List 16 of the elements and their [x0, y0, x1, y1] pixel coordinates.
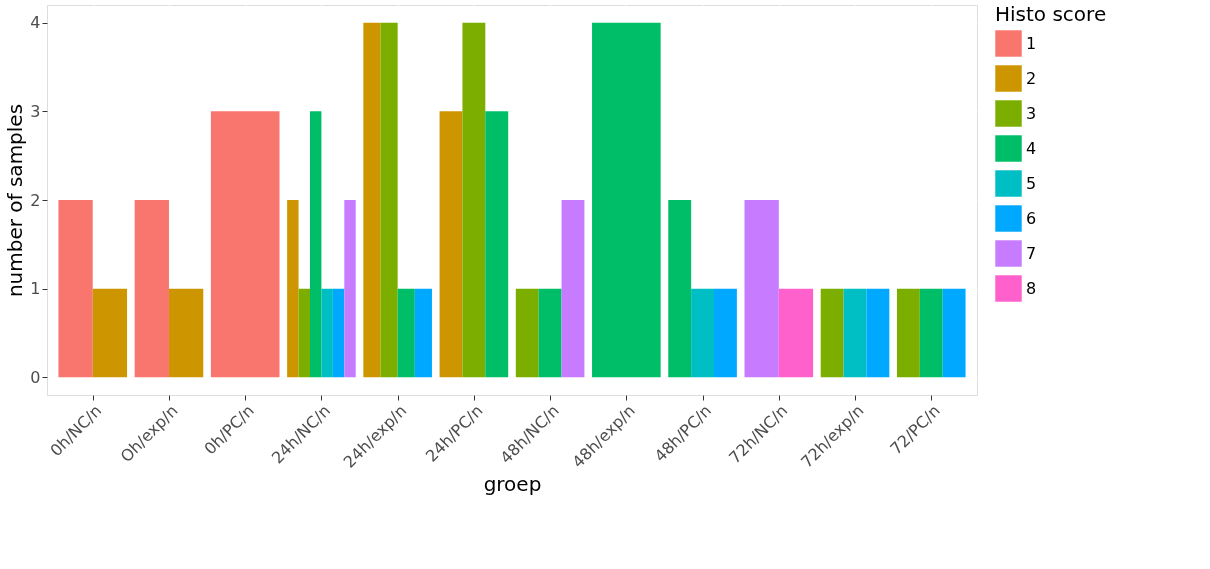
legend-label: 6	[1026, 208, 1037, 228]
legend-title: Histo score	[995, 2, 1107, 26]
y-axis-title: number of samples	[3, 103, 28, 298]
y-tick-label: 4	[30, 13, 41, 33]
y-tick-label: 2	[30, 190, 41, 210]
legend-label: 3	[1026, 103, 1037, 123]
y-tick-label: 3	[30, 101, 41, 121]
legend-label: 1	[1026, 33, 1037, 53]
legend-label: 7	[1026, 243, 1037, 263]
legend-label: 2	[1026, 68, 1037, 88]
legend-label: 4	[1026, 138, 1037, 158]
y-tick-label: 1	[30, 279, 41, 299]
legend-label: 5	[1026, 173, 1037, 193]
legend-label: 8	[1026, 278, 1037, 298]
y-tick-label: 0	[30, 367, 41, 387]
x-axis-title: groep	[483, 471, 542, 496]
